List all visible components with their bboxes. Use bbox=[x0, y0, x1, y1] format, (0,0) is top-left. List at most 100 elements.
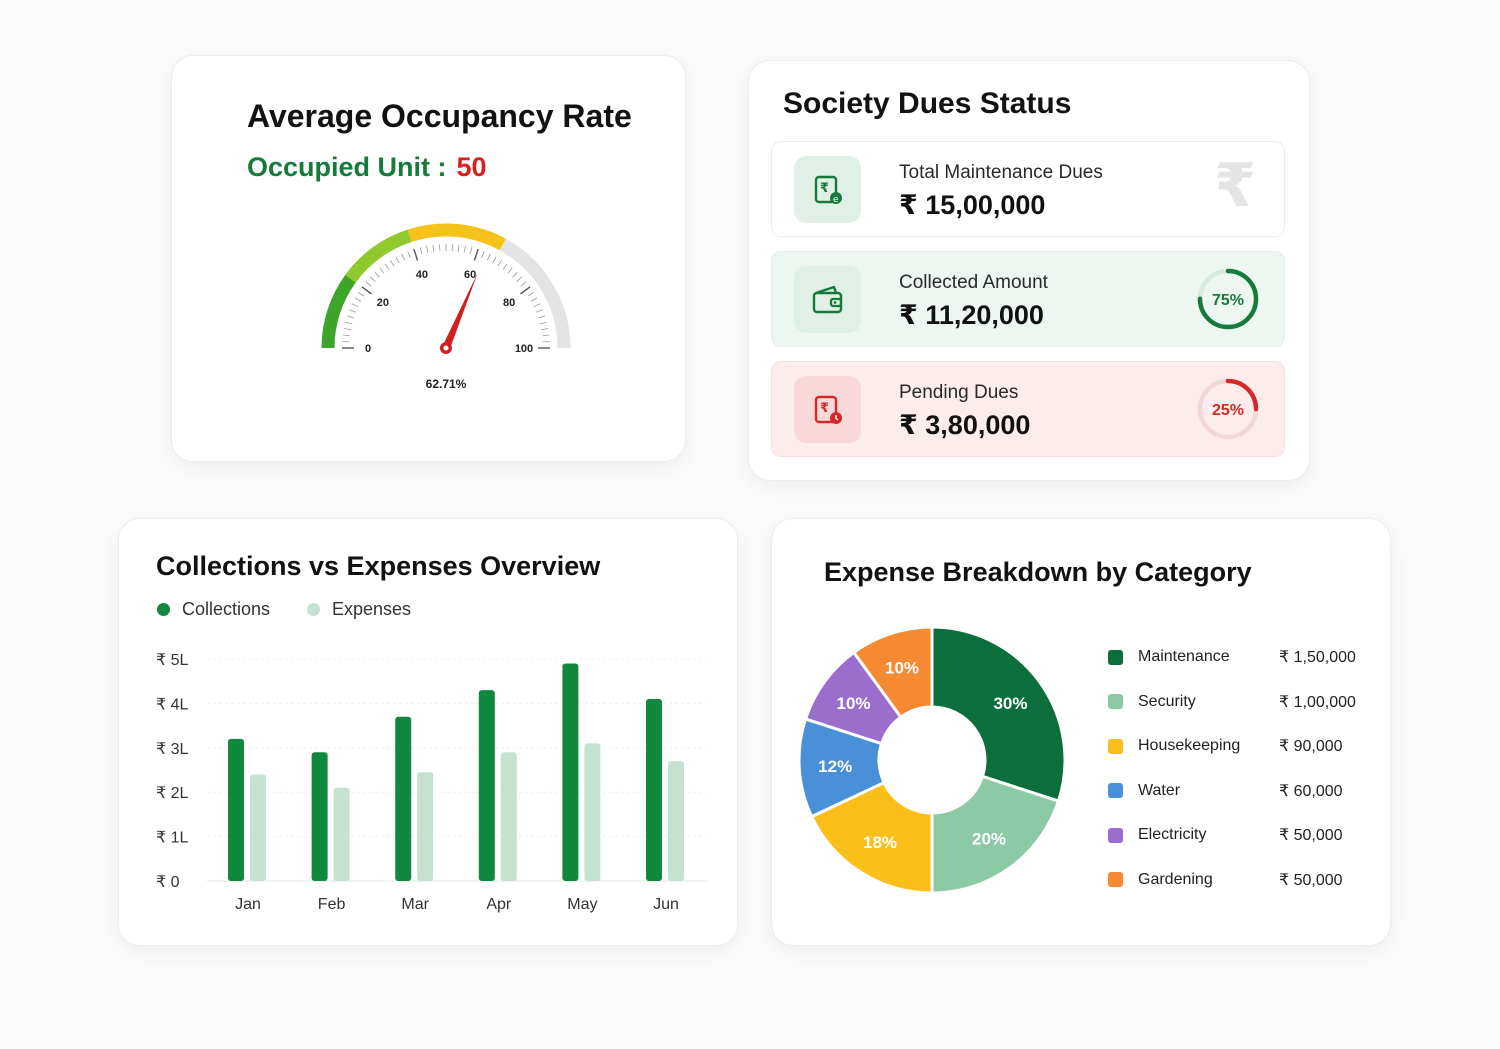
gauge-tick bbox=[463, 245, 466, 253]
occupied-unit-value: 50 bbox=[456, 152, 487, 182]
gauge-tick-label: 20 bbox=[377, 297, 389, 309]
expense-legend-name: Electricity bbox=[1138, 826, 1207, 844]
legend-expenses[interactable]: Expenses bbox=[307, 599, 411, 620]
bar-collections-mar[interactable] bbox=[395, 716, 412, 881]
legend-swatch bbox=[1108, 827, 1123, 843]
x-tick-label: May bbox=[567, 896, 597, 913]
bar-collections-jun[interactable] bbox=[646, 698, 662, 881]
bar-collections-may[interactable] bbox=[562, 663, 579, 881]
gauge-tick bbox=[533, 303, 541, 308]
slice-gardening[interactable] bbox=[851, 625, 934, 720]
gauge-band-1 bbox=[345, 229, 412, 283]
gauge-tick bbox=[395, 256, 400, 264]
y-tick-label: ₹ 4L bbox=[156, 696, 189, 713]
gauge-tick bbox=[346, 315, 354, 319]
gauge-tick bbox=[401, 253, 406, 261]
expense-legend-item[interactable]: Security ₹ 1,00,000 bbox=[1108, 680, 1356, 725]
legend-swatch bbox=[1108, 783, 1123, 799]
pending-label: Pending Dues bbox=[899, 382, 1019, 403]
gauge-tick bbox=[351, 303, 359, 308]
gauge-tick bbox=[345, 321, 353, 325]
expense-legend-amount: ₹ 50,000 bbox=[1279, 827, 1343, 845]
slice-housekeeping[interactable] bbox=[809, 780, 934, 895]
gauge-tick bbox=[349, 309, 356, 313]
gauge-tick bbox=[419, 247, 423, 255]
bar-expenses-mar[interactable] bbox=[417, 772, 434, 881]
occupied-unit-label: Occupied Unit : bbox=[247, 152, 447, 182]
collected-progress-ring: 75% bbox=[1197, 268, 1259, 330]
legend-swatch bbox=[1108, 694, 1123, 710]
slice-security[interactable] bbox=[930, 774, 1061, 895]
collected-amount: ₹ 11,20,000 bbox=[899, 300, 1044, 330]
collections-title: Collections vs Expenses Overview bbox=[156, 551, 601, 581]
expense-legend-item[interactable]: Maintenance ₹ 1,50,000 bbox=[1108, 635, 1356, 680]
expense-legend-item[interactable]: Housekeeping ₹ 90,000 bbox=[1108, 724, 1356, 769]
y-tick-label: ₹ 2L bbox=[156, 785, 189, 802]
bar-collections-feb[interactable] bbox=[311, 752, 328, 881]
gauge-tick bbox=[374, 271, 380, 278]
y-tick-label: ₹ 1L bbox=[156, 830, 189, 847]
gauge-tick bbox=[516, 276, 523, 282]
gauge-tick bbox=[512, 271, 518, 278]
occupancy-title: Average Occupancy Rate bbox=[247, 98, 632, 134]
legend-expenses-swatch bbox=[307, 603, 320, 616]
expense-legend-amount: ₹ 60,000 bbox=[1279, 782, 1343, 800]
slice-maintenance[interactable] bbox=[930, 625, 1067, 803]
slice-label: 10% bbox=[885, 659, 919, 678]
svg-text:₹: ₹ bbox=[820, 401, 829, 416]
total-dues-row[interactable]: ₹ e Total Maintenance Dues ₹ 15,00,000 ₹ bbox=[771, 141, 1285, 237]
x-tick-label: Jun bbox=[653, 896, 679, 913]
gauge-tick-label: 80 bbox=[503, 297, 515, 309]
gauge-tick bbox=[520, 286, 531, 295]
gauge-tick bbox=[541, 328, 549, 331]
expense-legend-amount: ₹ 90,000 bbox=[1279, 738, 1343, 756]
total-dues-label: Total Maintenance Dues bbox=[899, 162, 1103, 183]
expense-legend-item[interactable]: Water ₹ 60,000 bbox=[1108, 769, 1356, 814]
expense-legend-name: Housekeeping bbox=[1138, 737, 1241, 755]
gauge-tick bbox=[520, 281, 527, 287]
pending-row[interactable]: ₹ Pending Dues ₹ 3,80,000 25% bbox=[771, 361, 1285, 457]
gauge-tick bbox=[530, 297, 538, 302]
expense-legend-item[interactable]: Gardening ₹ 50,000 bbox=[1108, 858, 1356, 903]
occupied-unit: Occupied Unit : 50 bbox=[247, 152, 487, 183]
expense-donut-chart: 30% 20% 18% 12% 10% 10% bbox=[797, 625, 1067, 895]
expense-legend-name: Maintenance bbox=[1138, 648, 1230, 666]
gauge-tick bbox=[457, 244, 460, 252]
gauge-tick bbox=[407, 251, 411, 258]
gauge-tick bbox=[357, 291, 365, 297]
bar-expenses-apr[interactable] bbox=[500, 752, 517, 881]
bar-collections-apr[interactable] bbox=[478, 690, 495, 881]
expense-title: Expense Breakdown by Category bbox=[824, 557, 1252, 587]
expense-legend-amount: ₹ 1,00,000 bbox=[1279, 693, 1356, 711]
expense-legend-name: Gardening bbox=[1138, 870, 1213, 888]
pending-percent: 25% bbox=[1212, 402, 1244, 419]
gauge-tick bbox=[342, 334, 350, 337]
gauge-tick bbox=[384, 263, 390, 270]
gauge-tick-label: 0 bbox=[365, 343, 371, 355]
bar-expenses-feb[interactable] bbox=[333, 787, 350, 881]
gauge-tick bbox=[379, 267, 385, 274]
bar-expenses-may[interactable] bbox=[584, 743, 601, 881]
legend-expenses-label: Expenses bbox=[332, 599, 412, 619]
bar-collections-jan[interactable] bbox=[228, 738, 244, 881]
expense-legend-item[interactable]: Electricity ₹ 50,000 bbox=[1108, 813, 1356, 858]
gauge-tick bbox=[343, 328, 351, 331]
collected-label: Collected Amount bbox=[899, 272, 1048, 293]
pending-progress-ring: 25% bbox=[1197, 378, 1259, 440]
gauge-needle bbox=[442, 272, 478, 350]
gauge-tick-label: 60 bbox=[464, 269, 476, 281]
x-tick-label: Apr bbox=[486, 896, 512, 913]
x-tick-label: Jan bbox=[235, 896, 261, 913]
legend-collections[interactable]: Collections bbox=[157, 599, 270, 620]
invoice-pending-icon: ₹ bbox=[794, 376, 861, 443]
x-tick-label: Feb bbox=[318, 896, 346, 913]
bar-expenses-jan[interactable] bbox=[250, 774, 266, 881]
bar-expenses-jun[interactable] bbox=[668, 761, 684, 881]
gauge-tick bbox=[413, 248, 419, 261]
gauge-tick bbox=[527, 291, 535, 297]
occupancy-gauge: 0 20 40 60 80 100 62.71% bbox=[321, 223, 571, 391]
invoice-rupee-icon: ₹ e bbox=[794, 156, 861, 223]
gauge-band-0 bbox=[321, 274, 356, 349]
slice-label: 30% bbox=[993, 694, 1027, 713]
collected-row[interactable]: Collected Amount ₹ 11,20,000 75% bbox=[771, 251, 1285, 347]
